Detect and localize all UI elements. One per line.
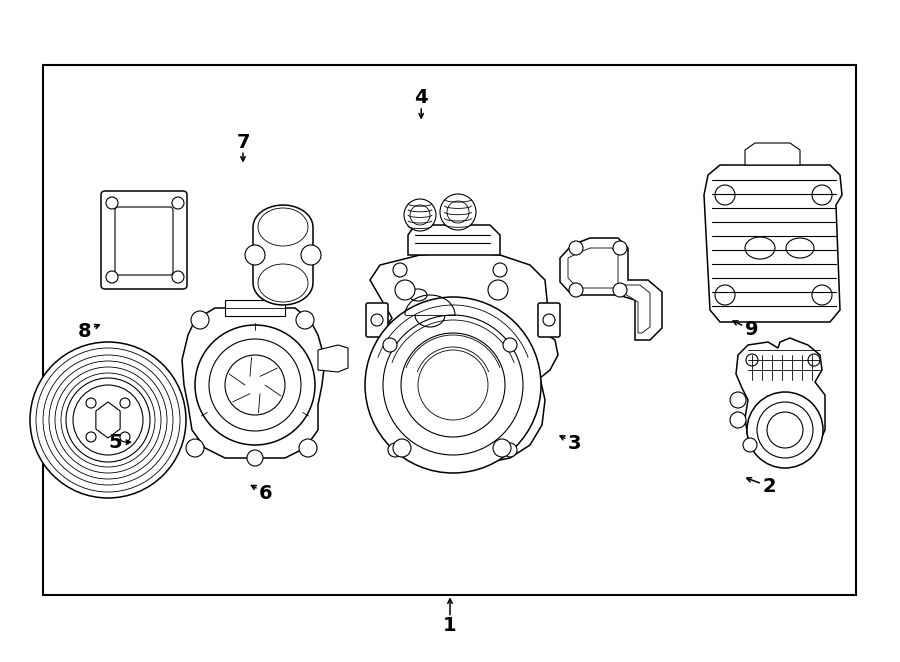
Circle shape [36,348,180,492]
Circle shape [225,355,285,415]
Circle shape [613,283,627,297]
Circle shape [393,439,411,457]
Circle shape [488,280,508,300]
Circle shape [383,338,397,352]
Circle shape [371,314,383,326]
Polygon shape [560,238,662,340]
Text: 2: 2 [762,477,777,496]
Text: 1: 1 [443,616,457,635]
Polygon shape [318,345,348,372]
Polygon shape [253,205,313,305]
Polygon shape [745,143,800,165]
FancyBboxPatch shape [115,207,173,275]
Circle shape [106,271,118,283]
Circle shape [388,443,402,457]
Circle shape [808,354,820,366]
Text: 8: 8 [77,322,92,340]
Circle shape [66,378,150,462]
Circle shape [715,185,735,205]
Circle shape [299,439,317,457]
Circle shape [812,285,832,305]
Circle shape [172,197,184,209]
Circle shape [401,333,505,437]
Ellipse shape [409,289,427,301]
Circle shape [106,197,118,209]
Circle shape [746,354,758,366]
Polygon shape [408,225,500,255]
Circle shape [410,205,430,225]
Circle shape [55,367,161,473]
Polygon shape [704,165,842,322]
Polygon shape [96,402,120,438]
Circle shape [613,241,627,255]
Circle shape [730,412,746,428]
Circle shape [209,339,301,431]
Polygon shape [568,248,650,333]
Bar [43,65,856,595]
Ellipse shape [745,237,775,259]
Circle shape [569,241,583,255]
Circle shape [715,285,735,305]
Circle shape [383,315,523,455]
Polygon shape [736,338,825,460]
Circle shape [447,201,469,223]
Ellipse shape [258,264,308,302]
FancyBboxPatch shape [101,191,187,289]
Circle shape [440,194,476,230]
Polygon shape [182,308,325,458]
Circle shape [418,350,488,420]
Circle shape [730,392,746,408]
Text: 6: 6 [258,484,273,502]
Circle shape [296,311,314,329]
Circle shape [61,373,155,467]
Circle shape [743,438,757,452]
Circle shape [245,245,265,265]
Ellipse shape [264,269,302,297]
Circle shape [503,338,517,352]
Circle shape [493,439,511,457]
Ellipse shape [786,238,814,258]
Circle shape [43,355,173,485]
Circle shape [86,398,96,408]
Polygon shape [370,252,558,463]
Text: 4: 4 [414,89,428,107]
Circle shape [543,314,555,326]
Circle shape [172,271,184,283]
Circle shape [767,412,803,448]
Circle shape [120,398,130,408]
Text: 7: 7 [237,133,250,152]
Ellipse shape [258,208,308,246]
Ellipse shape [264,213,302,241]
Circle shape [395,280,415,300]
FancyBboxPatch shape [538,303,560,337]
Circle shape [30,342,186,498]
Circle shape [301,245,321,265]
Circle shape [569,283,583,297]
Text: 5: 5 [108,433,122,451]
Circle shape [86,432,96,442]
Circle shape [493,263,507,277]
Circle shape [191,311,209,329]
Circle shape [747,392,823,468]
Circle shape [120,432,130,442]
Circle shape [365,297,541,473]
Bar [225,300,285,316]
FancyBboxPatch shape [366,303,388,337]
Circle shape [404,199,436,231]
Circle shape [503,443,517,457]
Circle shape [186,439,204,457]
Circle shape [247,450,263,466]
Circle shape [393,263,407,277]
Circle shape [195,325,315,445]
Circle shape [812,185,832,205]
Text: 9: 9 [745,320,758,339]
Circle shape [73,385,143,455]
Circle shape [757,402,813,458]
Text: 3: 3 [568,434,581,453]
Circle shape [49,361,167,479]
